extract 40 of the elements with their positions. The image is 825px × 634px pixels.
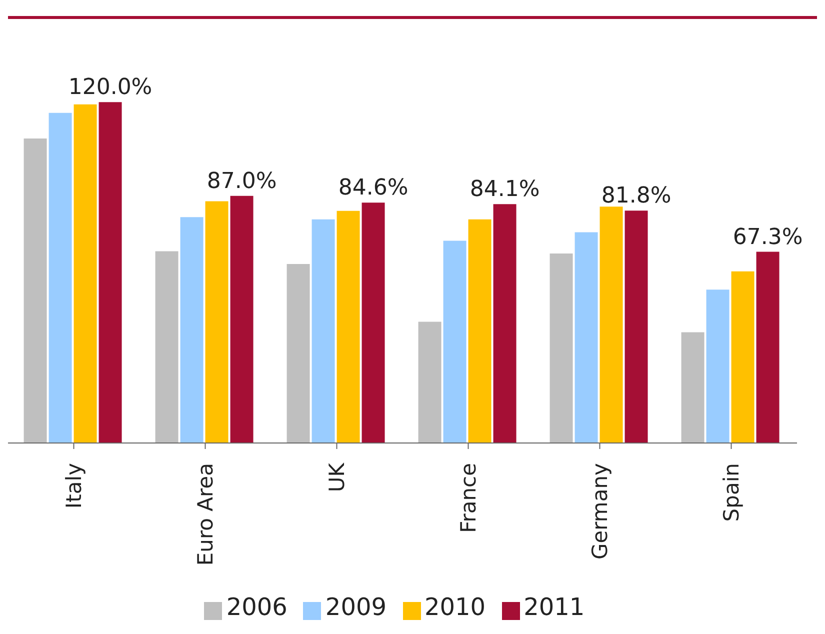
bar	[312, 219, 335, 443]
bar	[48, 112, 72, 443]
data-label: 67.3%	[732, 224, 803, 250]
x-tick-label: Italy	[62, 463, 86, 509]
bar	[550, 254, 573, 443]
bar	[74, 104, 97, 443]
x-tick-label: Germany	[588, 463, 612, 560]
bar	[230, 196, 254, 443]
data-label: 84.1%	[470, 177, 540, 202]
bar	[98, 102, 122, 443]
x-tick-label: Euro Area	[193, 463, 218, 566]
bar	[756, 252, 780, 443]
data-label: 87.0%	[206, 168, 277, 194]
bar	[600, 206, 623, 443]
bar	[706, 290, 730, 443]
x-tick-label: Spain	[719, 463, 744, 522]
data-label: 120.0%	[68, 75, 152, 100]
legend-label: 2006	[226, 593, 288, 621]
bar	[336, 210, 360, 443]
bar	[681, 332, 704, 443]
bar	[205, 201, 228, 443]
bar	[24, 138, 47, 443]
bar	[362, 202, 385, 443]
bar	[286, 264, 310, 443]
bar	[468, 219, 492, 443]
bar	[418, 322, 442, 443]
bar	[493, 204, 516, 443]
legend-label: 2010	[424, 593, 486, 621]
legend-label: 2011	[524, 593, 585, 621]
bar	[155, 251, 178, 443]
legend-label: 2009	[325, 593, 386, 621]
bar	[180, 217, 204, 443]
bar	[624, 210, 648, 443]
bar	[731, 271, 754, 443]
bar	[574, 232, 598, 443]
data-label: 81.8%	[601, 184, 672, 209]
bar	[443, 240, 466, 443]
data-label: 84.6%	[338, 176, 408, 201]
x-tick-label: France	[456, 463, 480, 533]
x-tick-label: UK	[324, 462, 349, 492]
